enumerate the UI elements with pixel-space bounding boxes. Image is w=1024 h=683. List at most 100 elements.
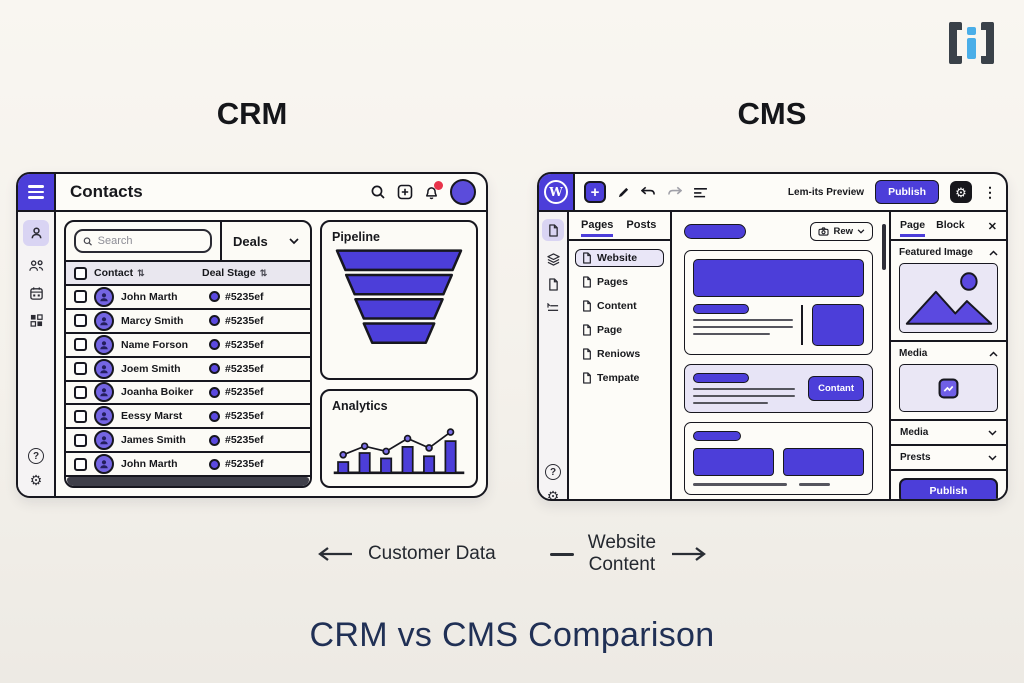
crm-header: Contacts [56,174,486,212]
rail-item-list[interactable] [546,303,560,314]
cms-settings-panel: Page Block ✕ Featured Image Media Media [889,212,1006,499]
row-checkbox[interactable] [74,385,87,399]
rail-item-layers[interactable] [546,253,560,266]
nav-item[interactable]: Page [575,321,664,339]
settings-gear-button[interactable]: ⚙ [950,181,972,203]
column-contact[interactable]: Contact [94,267,134,279]
table-row[interactable]: Eessy Marst #5235ef [66,405,310,430]
table-row[interactable]: James Smith #5235ef [66,429,310,454]
nav-item-label: Content [597,300,637,312]
nav-item[interactable]: Reniows [575,345,664,363]
nav-item-label: Website [597,252,638,264]
contact-button[interactable]: Contant [808,376,864,401]
section-label: Featured Image [899,247,973,258]
undo-icon[interactable] [641,186,656,198]
grid-icon [30,314,43,327]
media-collapsed-row[interactable]: Media [891,421,1006,446]
nav-item[interactable]: Website [575,249,664,267]
preview-label[interactable]: Lem-its Preview [787,186,865,198]
media-placeholder[interactable] [899,364,998,412]
hero-block[interactable] [684,250,873,355]
nav-item[interactable]: Pages [575,273,664,291]
deal-stage-dot [209,434,220,446]
row-checkbox[interactable] [74,409,87,423]
deal-stage-cell: #5235ef [209,386,302,398]
deal-stage-dot [209,339,220,351]
crm-menu-square[interactable] [18,174,56,212]
mountain-image-icon [905,272,993,325]
deal-stage-dot [209,458,220,470]
table-row[interactable]: Joem Smith #5235ef [66,358,310,382]
title-placeholder-pill[interactable] [684,224,746,239]
help-icon[interactable]: ? [545,464,561,480]
table-row[interactable]: Name Forson #5235ef [66,334,310,358]
sidebar-item-apps[interactable] [30,314,43,327]
nav-item[interactable]: Content [575,297,664,315]
column-deal-stage[interactable]: Deal Stage [202,267,256,279]
tab-page[interactable]: Page [900,219,925,234]
callout-block[interactable]: Contant [684,364,873,413]
media-section-header[interactable]: Media [899,348,998,359]
hero-image-placeholder [693,259,864,297]
featured-image-header[interactable]: Featured Image [899,247,998,258]
edit-pencil-icon[interactable] [617,186,630,199]
logo-left-bracket [949,22,962,64]
row-checkbox[interactable] [74,362,87,376]
list-icon [546,303,558,311]
contact-avatar [94,430,114,451]
table-row[interactable]: Joanha Boiker #5235ef [66,382,310,406]
tab-posts[interactable]: Posts [626,219,657,231]
deals-dropdown[interactable]: Deals [220,222,310,260]
sidebar-item-groups[interactable] [28,259,45,273]
contact-name: Eessy Marst [121,410,183,423]
search-input[interactable] [97,235,203,247]
tab-pages[interactable]: Pages [581,219,613,234]
sidebar-item-contacts[interactable] [23,220,49,246]
featured-image-placeholder[interactable] [899,263,998,333]
media-dropdown[interactable]: Rew [810,222,873,241]
sidebar-item-calendar[interactable] [29,286,44,301]
rail-item-document[interactable] [548,278,559,291]
table-row[interactable]: John Marth #5235ef [66,453,310,477]
canvas-scrollbar[interactable] [881,224,886,270]
pages-tree: Website Pages Content Page [569,241,670,395]
tab-block[interactable]: Block [936,219,965,231]
deal-stage-dot [209,386,220,398]
select-all-checkbox[interactable] [74,266,87,280]
table-row[interactable]: John Marth #5235ef [66,286,310,310]
document-icon [548,278,558,291]
wordpress-logo[interactable]: W [539,174,575,210]
row-checkbox[interactable] [74,457,87,471]
notification-badge [434,180,443,190]
help-icon[interactable]: ? [28,448,44,464]
columns-block[interactable] [684,422,873,495]
publish-button[interactable]: Publish [875,180,939,204]
redo-icon[interactable] [667,186,682,198]
close-icon[interactable]: ✕ [987,221,997,233]
add-block-button[interactable]: + [584,181,606,203]
search-icon[interactable] [370,184,386,200]
presets-row[interactable]: Prests [891,446,1006,471]
panel-publish-button[interactable]: Publish [899,478,998,499]
more-options-icon[interactable]: ⋮ [983,183,997,200]
user-avatar[interactable] [450,179,476,205]
row-checkbox[interactable] [74,290,87,304]
row-checkbox[interactable] [74,314,87,328]
add-icon[interactable] [397,184,413,200]
row-checkbox[interactable] [74,433,87,447]
media-section: Media [891,342,1006,421]
sort-icon[interactable]: ⇅ [137,267,145,278]
sort-icon[interactable]: ⇅ [259,267,268,278]
document-icon [583,372,591,384]
analytics-chart [333,428,465,475]
deal-stage-dot [209,291,220,303]
notifications-bell-icon[interactable] [424,180,443,200]
nav-item[interactable]: Tempate [575,369,664,387]
settings-gear-icon[interactable]: ⚙ [546,488,560,501]
list-view-icon[interactable] [693,187,708,198]
rail-item-pages[interactable] [542,219,564,241]
settings-gear-icon[interactable]: ⚙ [29,472,43,488]
search-field[interactable] [74,229,212,253]
row-checkbox[interactable] [74,338,87,352]
table-row[interactable]: Marcy Smith #5235ef [66,310,310,334]
